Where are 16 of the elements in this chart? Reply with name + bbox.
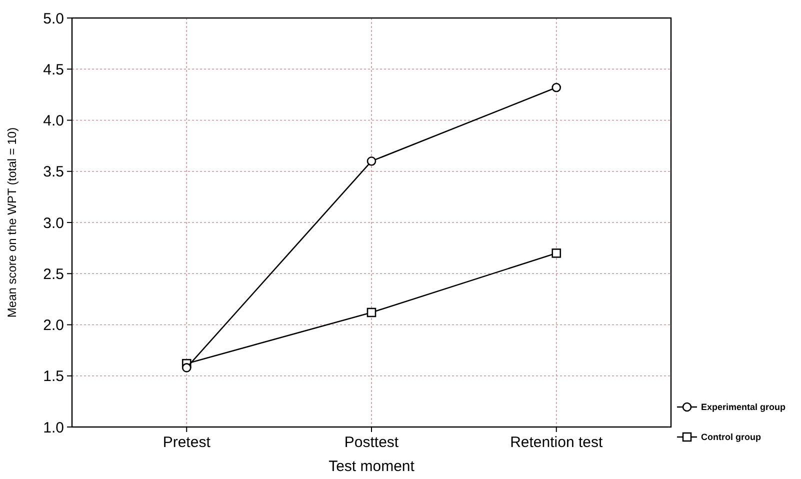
y-tick-label: 4.0 <box>43 112 64 130</box>
y-tick-label: 2.0 <box>43 317 64 334</box>
legend-label: Control group <box>701 432 762 442</box>
y-tick-label: 3.0 <box>43 214 64 232</box>
legend-label: Experimental group <box>701 402 786 412</box>
y-tick-label: 5.0 <box>43 10 64 28</box>
y-tick-label: 4.5 <box>43 61 64 78</box>
x-tick-label: Retention test <box>510 434 604 451</box>
y-tick-label: 1.0 <box>43 419 64 436</box>
x-axis-title: Test moment <box>328 458 416 475</box>
x-tick-label: Pretest <box>162 434 212 451</box>
y-tick-label: 3.5 <box>43 164 64 181</box>
y-tick-label: 2.5 <box>43 266 64 283</box>
y-tick-label: 1.5 <box>43 368 64 386</box>
y-axis-title: Mean score on the WPT (total = 10) <box>5 127 19 318</box>
x-tick-label: Posttest <box>344 434 400 451</box>
